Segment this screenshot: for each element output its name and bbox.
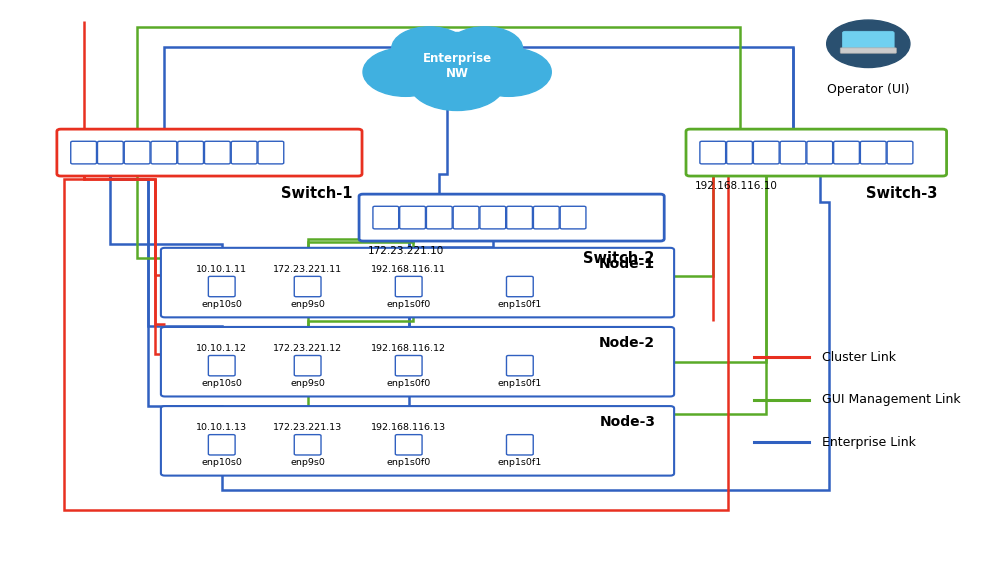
FancyBboxPatch shape	[480, 206, 505, 229]
Text: enp1s0f1: enp1s0f1	[498, 299, 542, 308]
FancyBboxPatch shape	[258, 141, 284, 164]
Text: 172.23.221.10: 172.23.221.10	[368, 245, 445, 256]
FancyBboxPatch shape	[400, 206, 426, 229]
Text: 10.10.1.11: 10.10.1.11	[196, 265, 247, 274]
Text: 192.168.116.11: 192.168.116.11	[372, 265, 447, 274]
FancyBboxPatch shape	[427, 206, 453, 229]
Text: Enterprise Link: Enterprise Link	[822, 436, 916, 449]
FancyBboxPatch shape	[454, 206, 479, 229]
Text: 172.23.221.12: 172.23.221.12	[273, 344, 343, 353]
Text: enp9s0: enp9s0	[290, 379, 325, 388]
Circle shape	[827, 20, 910, 68]
FancyBboxPatch shape	[726, 141, 752, 164]
Text: enp10s0: enp10s0	[201, 379, 242, 388]
Circle shape	[467, 48, 551, 97]
FancyBboxPatch shape	[686, 129, 947, 176]
FancyBboxPatch shape	[178, 141, 204, 164]
FancyBboxPatch shape	[209, 277, 235, 296]
Text: Node-1: Node-1	[599, 257, 655, 271]
FancyBboxPatch shape	[887, 141, 913, 164]
FancyBboxPatch shape	[560, 206, 586, 229]
Text: Cluster Link: Cluster Link	[822, 351, 896, 364]
Text: Switch-2: Switch-2	[583, 251, 654, 266]
FancyBboxPatch shape	[700, 141, 725, 164]
Circle shape	[363, 48, 449, 97]
FancyBboxPatch shape	[807, 141, 832, 164]
FancyBboxPatch shape	[57, 129, 362, 176]
Text: Node-3: Node-3	[599, 415, 655, 429]
FancyBboxPatch shape	[205, 141, 230, 164]
Text: Enterprise
NW: Enterprise NW	[423, 52, 492, 81]
FancyBboxPatch shape	[533, 206, 559, 229]
Circle shape	[448, 27, 522, 70]
FancyBboxPatch shape	[124, 141, 150, 164]
Text: enp9s0: enp9s0	[290, 299, 325, 308]
Text: Switch-1: Switch-1	[281, 186, 352, 201]
FancyBboxPatch shape	[780, 141, 806, 164]
Text: enp1s0f0: enp1s0f0	[387, 379, 431, 388]
FancyBboxPatch shape	[295, 356, 321, 376]
Text: 192.168.116.12: 192.168.116.12	[372, 344, 447, 353]
Text: Operator (UI): Operator (UI)	[827, 83, 909, 97]
Text: 192.168.116.10: 192.168.116.10	[695, 181, 778, 191]
FancyBboxPatch shape	[842, 31, 894, 50]
FancyBboxPatch shape	[161, 327, 674, 396]
FancyBboxPatch shape	[295, 277, 321, 296]
Text: 172.23.221.11: 172.23.221.11	[273, 265, 343, 274]
Text: enp1s0f0: enp1s0f0	[387, 458, 431, 467]
Text: enp1s0f1: enp1s0f1	[498, 379, 542, 388]
Circle shape	[392, 27, 468, 70]
FancyBboxPatch shape	[840, 48, 896, 53]
Text: Switch-3: Switch-3	[866, 186, 938, 201]
FancyBboxPatch shape	[209, 356, 235, 376]
FancyBboxPatch shape	[860, 141, 886, 164]
FancyBboxPatch shape	[506, 206, 532, 229]
FancyBboxPatch shape	[231, 141, 257, 164]
Text: 172.23.221.13: 172.23.221.13	[273, 423, 343, 432]
FancyBboxPatch shape	[161, 406, 674, 475]
Text: Node-2: Node-2	[599, 336, 655, 350]
FancyBboxPatch shape	[295, 435, 321, 455]
FancyBboxPatch shape	[71, 141, 97, 164]
FancyBboxPatch shape	[396, 277, 422, 296]
FancyBboxPatch shape	[396, 356, 422, 376]
FancyBboxPatch shape	[359, 194, 664, 241]
Text: enp1s0f1: enp1s0f1	[498, 458, 542, 467]
FancyBboxPatch shape	[98, 141, 123, 164]
FancyBboxPatch shape	[506, 277, 533, 296]
Text: 10.10.1.13: 10.10.1.13	[196, 423, 248, 432]
FancyBboxPatch shape	[161, 248, 674, 318]
FancyBboxPatch shape	[833, 141, 859, 164]
FancyBboxPatch shape	[506, 356, 533, 376]
FancyBboxPatch shape	[753, 141, 779, 164]
Circle shape	[410, 56, 504, 111]
Text: enp10s0: enp10s0	[201, 299, 242, 308]
Text: 10.10.1.12: 10.10.1.12	[196, 344, 247, 353]
Text: 192.168.116.13: 192.168.116.13	[372, 423, 447, 432]
FancyBboxPatch shape	[373, 206, 399, 229]
FancyBboxPatch shape	[209, 435, 235, 455]
Text: GUI Management Link: GUI Management Link	[822, 394, 960, 406]
FancyBboxPatch shape	[396, 435, 422, 455]
Text: enp9s0: enp9s0	[290, 458, 325, 467]
FancyBboxPatch shape	[506, 435, 533, 455]
Text: enp10s0: enp10s0	[201, 458, 242, 467]
Text: enp1s0f0: enp1s0f0	[387, 299, 431, 308]
Circle shape	[398, 32, 516, 101]
FancyBboxPatch shape	[151, 141, 177, 164]
